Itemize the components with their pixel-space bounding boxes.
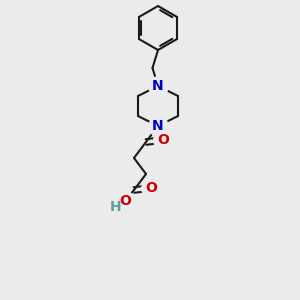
Text: O: O [157, 133, 169, 147]
Text: O: O [119, 194, 131, 208]
Text: H: H [110, 200, 122, 214]
Text: N: N [152, 79, 164, 93]
Text: O: O [145, 181, 157, 195]
Text: N: N [152, 119, 164, 133]
